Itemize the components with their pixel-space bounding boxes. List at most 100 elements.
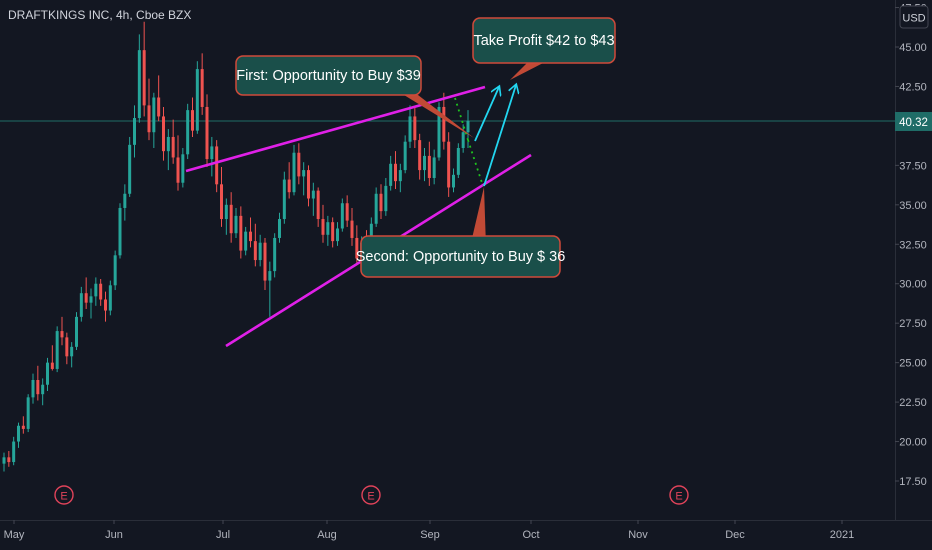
price-tick-label: 25.00 — [899, 358, 927, 370]
candle-body — [137, 50, 141, 119]
last-price-label: 40.32 — [895, 112, 932, 131]
time-tick-label: Oct — [522, 529, 539, 541]
candle-body — [452, 174, 455, 188]
price-tick-label: 22.50 — [899, 397, 927, 409]
candle-body — [152, 97, 156, 133]
candle-body — [2, 457, 6, 464]
candle-body — [413, 116, 417, 141]
projection-arrow-2 — [483, 85, 516, 187]
candle-body — [157, 97, 161, 117]
earnings-label: E — [675, 491, 682, 503]
candle-body — [181, 154, 185, 183]
earnings-marker-1[interactable]: E — [54, 485, 74, 505]
candle-body — [118, 207, 122, 256]
candle-body — [331, 222, 335, 242]
candle-body — [287, 179, 291, 193]
candle-body — [418, 140, 422, 171]
candle-body — [46, 362, 49, 385]
candle-body — [398, 170, 402, 182]
candle-body — [166, 136, 170, 152]
projection-dotted-line-2 — [467, 139, 484, 187]
candle-body — [195, 69, 199, 131]
price-tick-label: 20.00 — [899, 437, 927, 449]
second-callout-pointer — [470, 187, 486, 247]
candle-body — [461, 132, 465, 149]
candle-body — [350, 220, 354, 238]
earnings-marker-3[interactable]: E — [669, 485, 689, 505]
candle-body — [297, 152, 301, 177]
candle-body — [171, 136, 175, 158]
projection-arrow-1 — [474, 87, 499, 142]
second-buy-annotation[interactable]: Second: Opportunity to Buy $ 36 — [356, 235, 566, 278]
candle-body — [205, 106, 209, 160]
candle-body — [60, 331, 64, 338]
candle-body — [104, 299, 107, 311]
candle-body — [437, 106, 441, 158]
candle-body — [427, 155, 431, 178]
candle-body — [456, 148, 460, 175]
time-axis[interactable]: May Jun Jul Aug Sep Oct Nov Dec 2021 — [4, 520, 855, 541]
candle-body — [273, 237, 277, 272]
candle-body — [224, 204, 228, 220]
candle-body — [239, 215, 243, 251]
candle-body — [113, 255, 117, 286]
candle-body — [84, 293, 88, 303]
currency-label: USD — [902, 13, 925, 25]
candle-body — [128, 144, 132, 194]
candle-body — [162, 116, 165, 152]
candle-body — [278, 219, 281, 238]
candle-body — [384, 185, 388, 212]
time-tick-label: Nov — [628, 529, 648, 541]
time-tick-label: Dec — [725, 529, 745, 541]
currency-button[interactable]: USD — [899, 5, 929, 29]
candle-body — [41, 384, 45, 395]
candle-body — [79, 293, 83, 317]
chart-title: DRAFTKINGS INC, 4h, Cboe BZX — [8, 8, 191, 22]
candle-body — [70, 346, 74, 357]
candle-body — [191, 110, 194, 131]
candle-body — [263, 242, 267, 281]
first-callout-pointer — [404, 95, 474, 138]
candle-body — [215, 146, 219, 185]
candle-body — [345, 203, 349, 221]
candle-body — [249, 231, 252, 242]
candle-body — [210, 146, 214, 160]
earnings-marker-2[interactable]: E — [361, 485, 381, 505]
candle-body — [200, 69, 204, 107]
price-tick-label: 17.50 — [899, 476, 927, 488]
candle-body — [26, 397, 30, 429]
take-profit-annotation[interactable]: Take Profit $42 to $43 — [472, 17, 616, 64]
candle-body — [133, 118, 136, 145]
candle-body — [147, 105, 151, 133]
candle-body — [7, 457, 11, 463]
candle-body — [302, 170, 306, 177]
candle-body — [447, 141, 451, 188]
candle-body — [234, 215, 238, 234]
take-profit-annotation-text: Take Profit $42 to $43 — [473, 33, 614, 49]
candle-body — [442, 106, 446, 142]
last-price-value: 40.32 — [899, 117, 928, 129]
first-buy-annotation[interactable]: First: Opportunity to Buy $39 — [235, 55, 422, 96]
candle-body — [321, 219, 325, 235]
candle-body — [244, 231, 248, 251]
candle-body — [258, 242, 262, 261]
candle-body — [75, 316, 78, 347]
candle-body — [340, 203, 344, 229]
price-tick-label: 45.00 — [899, 42, 927, 54]
candle-body — [394, 163, 397, 182]
time-tick-label: May — [4, 529, 25, 541]
candle-body — [94, 283, 98, 297]
candle-body — [176, 157, 180, 183]
candle-body — [220, 184, 223, 220]
earnings-label: E — [367, 491, 374, 503]
price-tick-label: 42.50 — [899, 81, 927, 93]
candle-body — [379, 193, 383, 212]
candlestick-series — [2, 21, 470, 472]
candle-body — [403, 141, 407, 171]
candle-body — [108, 285, 112, 311]
time-tick-label: Jul — [216, 529, 230, 541]
price-tick-label: 27.50 — [899, 318, 927, 330]
candle-body — [423, 155, 426, 171]
candle-body — [389, 163, 393, 186]
